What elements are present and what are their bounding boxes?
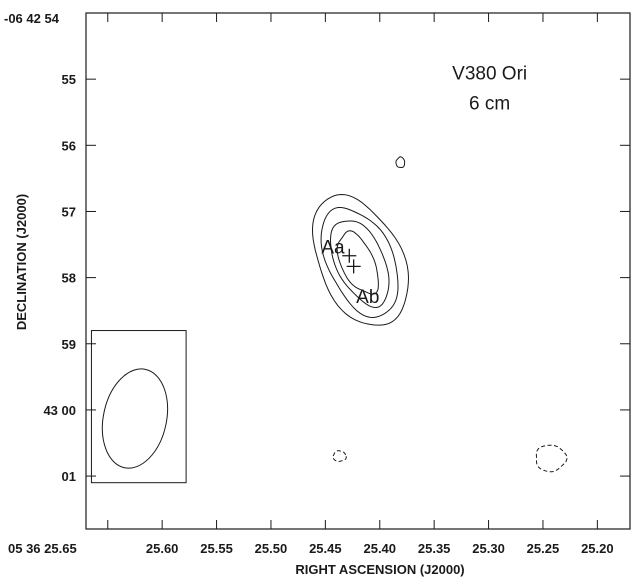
y-tick-label: 57 (62, 204, 76, 219)
y-tick-label: 58 (62, 271, 76, 286)
annotations: V380 Ori 6 cm (452, 64, 527, 115)
positive-contour (336, 230, 379, 295)
x-tick-label: 25.20 (581, 541, 614, 556)
beam-inset (90, 330, 187, 484)
x-tick-label: 05 36 25.65 (8, 541, 77, 556)
positive-contour (329, 220, 390, 309)
x-tick-label: 25.25 (527, 541, 560, 556)
component-marker (342, 248, 357, 263)
component-label: Ab (356, 287, 379, 308)
y-tick-label: 01 (62, 469, 76, 484)
component-marker (346, 259, 361, 274)
negative-contour (535, 444, 568, 473)
plot-frame (85, 12, 631, 530)
positive-contour (311, 193, 410, 326)
negative-contour (332, 450, 347, 462)
annotation-text: 6 cm (469, 93, 510, 114)
x-axis-ticks: 05 36 25.65 25.60 25.55 25.50 25.45 25.40 25.3… (8, 13, 614, 556)
x-tick-label: 25.50 (255, 541, 288, 556)
y-tick-label: 55 (62, 72, 76, 87)
x-tick-label: 25.40 (363, 541, 396, 556)
y-tick-label: 59 (62, 337, 76, 352)
y-axis-title: DECLINATION (J2000) (14, 194, 29, 330)
y-tick-label: 43 00 (43, 403, 76, 418)
x-tick-label: 25.60 (146, 541, 179, 556)
positive-contour (395, 156, 406, 168)
positive-contour (320, 207, 399, 319)
x-tick-label: 25.35 (418, 541, 451, 556)
x-tick-label: 25.45 (309, 541, 342, 556)
y-axis-ticks: -06 42 54 55 56 57 58 59 43 00 01 (4, 11, 630, 484)
source-components: Aa Ab (321, 238, 379, 309)
x-axis-title: RIGHT ASCENSION (J2000) (295, 562, 464, 577)
annotation-text: V380 Ori (452, 64, 527, 85)
x-tick-label: 25.55 (200, 541, 233, 556)
contour-lines (311, 156, 568, 473)
beam-box (90, 330, 187, 484)
y-tick-label: -06 42 54 (4, 11, 60, 26)
component-label: Aa (321, 238, 345, 259)
beam-ellipse (101, 368, 169, 469)
x-tick-label: 25.30 (472, 541, 505, 556)
y-tick-label: 56 (62, 138, 76, 153)
